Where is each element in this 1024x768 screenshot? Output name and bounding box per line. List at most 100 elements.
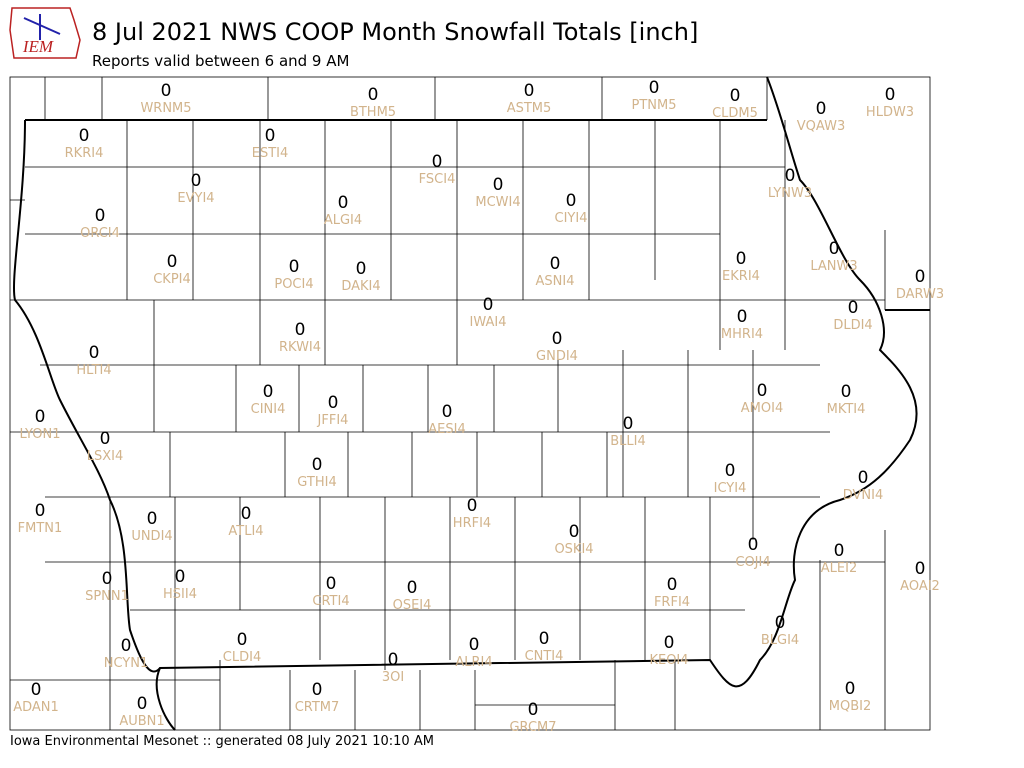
- station-value: 0: [161, 81, 172, 101]
- station-name: UNDI4: [131, 529, 172, 544]
- station-name: BLLI4: [610, 434, 646, 449]
- station-value: 0: [528, 700, 539, 720]
- station-name: MHRI4: [721, 327, 763, 342]
- station-name: ATLI4: [228, 524, 263, 539]
- station-value: 0: [736, 249, 747, 269]
- station-value: 0: [649, 78, 660, 98]
- title: 8 Jul 2021 NWS COOP Month Snowfall Total…: [92, 18, 698, 46]
- station-value: 0: [102, 569, 113, 589]
- station-value: 0: [79, 126, 90, 146]
- station-value: 0: [834, 541, 845, 561]
- station-value: 0: [265, 126, 276, 146]
- station-value: 0: [539, 629, 550, 649]
- station-name: MCWI4: [475, 195, 520, 210]
- station-name: HSII4: [163, 587, 197, 602]
- station-value: 0: [725, 461, 736, 481]
- station-name: BLGI4: [761, 633, 799, 648]
- station-name: FSCI4: [419, 172, 456, 187]
- station-name: CRTM7: [295, 700, 340, 715]
- station-name: AUBN1: [119, 714, 164, 729]
- station-name: OSEI4: [393, 598, 432, 613]
- station-name: DLDI4: [833, 318, 872, 333]
- station-name: CNTI4: [525, 649, 564, 664]
- station-value: 0: [845, 679, 856, 699]
- station-value: 0: [121, 636, 132, 656]
- station-value: 0: [848, 298, 859, 318]
- station-value: 0: [407, 578, 418, 598]
- station-name: NCYN1: [104, 656, 149, 671]
- station-value: 0: [552, 329, 563, 349]
- station-name: CRTI4: [312, 594, 349, 609]
- station-name: ADAN1: [13, 700, 59, 715]
- station-value: 0: [328, 393, 339, 413]
- station-name: DAKI4: [341, 279, 380, 294]
- station-value: 0: [100, 429, 111, 449]
- station-value: 0: [312, 680, 323, 700]
- station-value: 0: [312, 455, 323, 475]
- station-value: 0: [295, 320, 306, 340]
- map: [9, 76, 931, 731]
- station-name: AESI4: [428, 422, 465, 437]
- station-name: EVYI4: [177, 191, 214, 206]
- station-value: 0: [432, 152, 443, 172]
- station-value: 0: [35, 501, 46, 521]
- station-value: 0: [915, 559, 926, 579]
- station-value: 0: [237, 630, 248, 650]
- station-value: 0: [566, 191, 577, 211]
- station-value: 0: [388, 650, 399, 670]
- station-value: 0: [667, 575, 678, 595]
- logo: IEM: [9, 7, 81, 59]
- station-value: 0: [841, 382, 852, 402]
- station-name: HLTI4: [76, 363, 111, 378]
- station-value: 0: [326, 574, 337, 594]
- station-name: PTNM5: [632, 98, 677, 113]
- station-name: LSXI4: [87, 449, 124, 464]
- station-name: CLDM5: [712, 106, 758, 121]
- station-value: 0: [524, 81, 535, 101]
- station-name: HLDW3: [866, 105, 914, 120]
- station-value: 0: [147, 509, 158, 529]
- station-value: 0: [263, 382, 274, 402]
- station-name: 3OI: [382, 670, 404, 685]
- station-name: GTHI4: [297, 475, 336, 490]
- station-name: MKTI4: [827, 402, 866, 417]
- station-value: 0: [569, 522, 580, 542]
- station-name: RKWI4: [279, 340, 321, 355]
- station-name: AOAI2: [900, 579, 940, 594]
- stations: WRNM5 0 BTHM5 0 ASTM5 0 PTNM5 0 CLDM5 0 VQAW3 0 HLDW…: [13, 78, 944, 735]
- station-value: 0: [35, 407, 46, 427]
- station-value: 0: [483, 295, 494, 315]
- station-name: DVNI4: [843, 488, 884, 503]
- station-name: ALGI4: [324, 213, 362, 228]
- station-name: LYON1: [20, 427, 61, 442]
- station-value: 0: [89, 343, 100, 363]
- station-name: POCI4: [274, 277, 313, 292]
- station-value: 0: [858, 468, 869, 488]
- station-value: 0: [31, 680, 42, 700]
- station-value: 0: [550, 254, 561, 274]
- station-value: 0: [816, 99, 827, 119]
- station-value: 0: [915, 267, 926, 287]
- station-name: CLDI4: [223, 650, 261, 665]
- station-name: FRFI4: [654, 595, 690, 610]
- station-name: OSKI4: [554, 542, 593, 557]
- station-name: GRCM7: [509, 720, 556, 735]
- station-value: 0: [241, 504, 252, 524]
- station-name: WRNM5: [140, 101, 191, 116]
- station-value: 0: [664, 633, 675, 653]
- station-name: RKRI4: [65, 146, 104, 161]
- station-name: ALEI2: [821, 561, 857, 576]
- station-name: FMTN1: [18, 521, 63, 536]
- logo-text: IEM: [22, 37, 54, 56]
- station-value: 0: [775, 613, 786, 633]
- station-value: 0: [757, 381, 768, 401]
- station-name: KEOI4: [649, 653, 688, 668]
- station-value: 0: [338, 193, 349, 213]
- station-name: ESTI4: [252, 146, 289, 161]
- footer: Iowa Environmental Mesonet :: generated …: [10, 734, 434, 749]
- station-name: CKPI4: [153, 272, 191, 287]
- station-value: 0: [167, 252, 178, 272]
- station-name: ICYI4: [714, 481, 747, 496]
- station-value: 0: [356, 259, 367, 279]
